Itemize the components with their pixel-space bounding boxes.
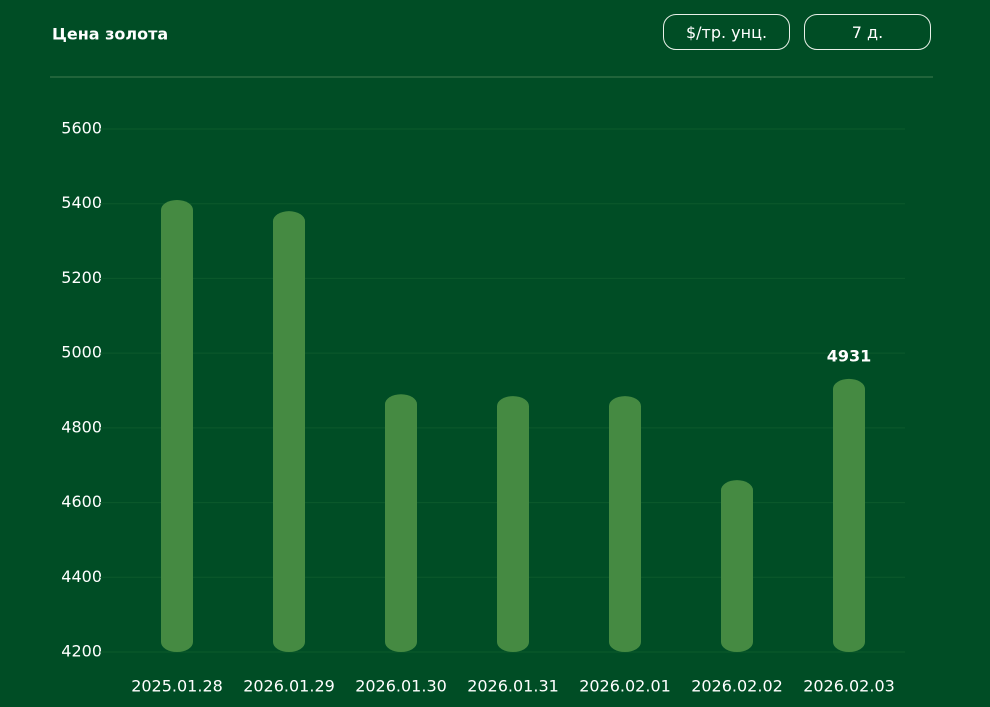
chart-title: Цена золота [52,25,168,44]
y-tick-label: 5600 [61,119,102,138]
y-tick-label: 5400 [61,193,102,212]
x-tick-label: 2026.02.01 [579,677,671,696]
bar [609,396,641,652]
period-button[interactable]: 7 д. [804,14,931,50]
bar [721,480,753,652]
y-tick-label: 4800 [61,417,102,436]
x-tick-label: 2026.02.03 [803,677,895,696]
data-label: 4931 [827,346,872,365]
y-tick-label: 4400 [61,567,102,586]
bar [833,378,865,652]
bar [161,199,193,652]
y-tick-label: 4200 [61,642,102,661]
y-tick-label: 5200 [61,268,102,287]
y-tick-label: 4600 [61,492,102,511]
x-tick-label: 2026.01.29 [243,677,335,696]
bar [497,396,529,652]
y-tick-label: 5000 [61,343,102,362]
bar [273,211,305,652]
x-tick-label: 2026.02.02 [691,677,783,696]
x-tick-label: 2026.01.31 [467,677,559,696]
unit-button[interactable]: $/тр. унц. [663,14,790,50]
bar [385,394,417,652]
x-tick-label: 2025.01.28 [131,677,223,696]
x-tick-label: 2026.01.30 [355,677,447,696]
